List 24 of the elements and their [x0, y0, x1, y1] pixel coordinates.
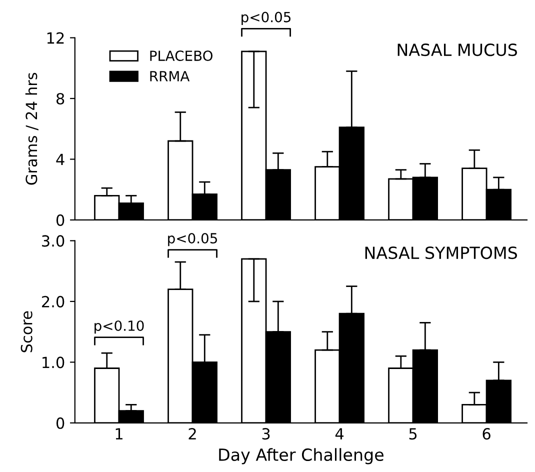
legend-label: PLACEBO	[150, 50, 212, 62]
x-tick-label: 6	[482, 428, 490, 440]
x-tick-label: 5	[409, 428, 417, 440]
y-tick-label: 0	[56, 417, 64, 429]
chart-title: NASAL SYMPTOMS	[365, 246, 517, 260]
y-tick-label: 8	[56, 92, 64, 105]
y-tick-label: 12	[47, 32, 64, 44]
y-tick-label: 1.0	[42, 356, 64, 368]
y-tick-label: 4	[56, 154, 64, 166]
y-tick-label: 2.0	[42, 296, 64, 308]
y-axis-title: Grams / 24 hrs	[25, 72, 38, 185]
x-tick-label: 4	[335, 428, 344, 440]
legend-label: RRMA	[150, 71, 190, 82]
y-axis-title: Score	[20, 311, 32, 352]
chart-title: NASAL MUCUS	[398, 44, 518, 56]
x-tick-label: 1	[116, 428, 122, 440]
annotation: p<0.10	[94, 320, 144, 334]
text: p<0.05	[242, 12, 290, 26]
x-tick-label: 2	[188, 428, 196, 440]
x-axis-title: Day After Challenge	[219, 448, 384, 464]
x-tick-label: 3	[262, 428, 270, 440]
y-tick-label: 3.0	[42, 235, 64, 247]
annotation: p<0.05	[168, 232, 217, 246]
y-tick-label: 0	[56, 214, 64, 226]
